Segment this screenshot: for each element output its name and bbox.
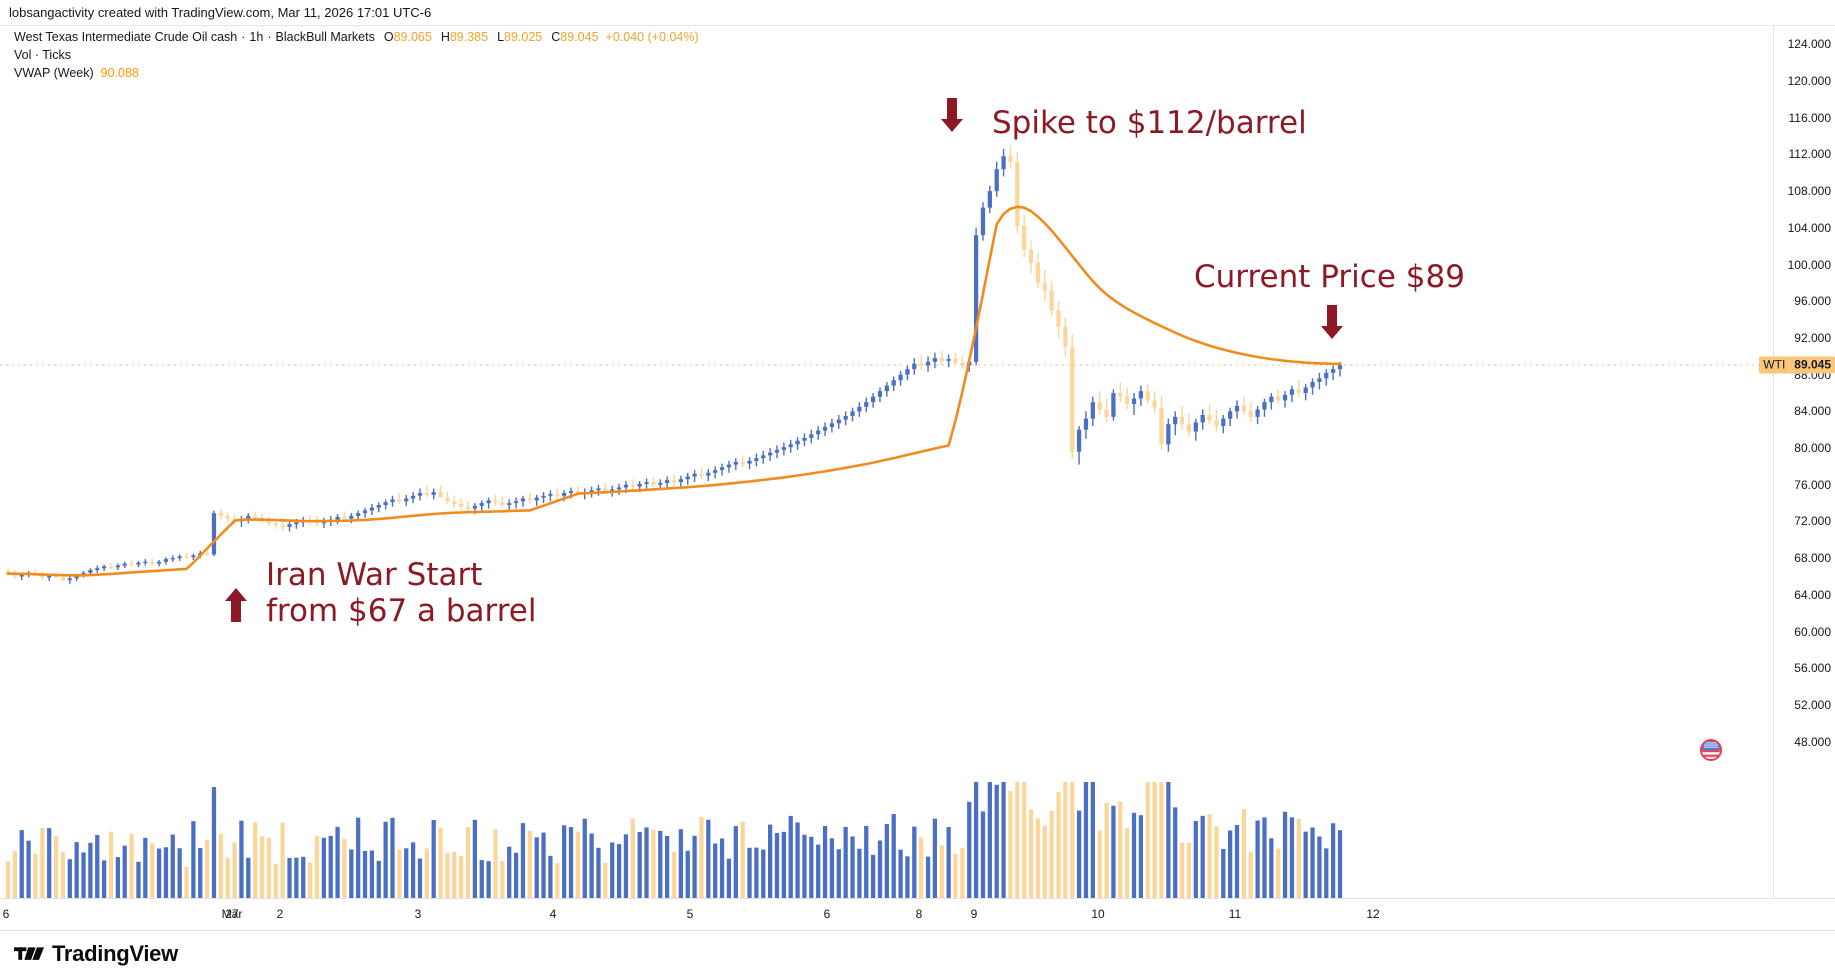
price-axis-tick: 64.000 <box>1794 587 1831 602</box>
time-axis-tick: 8 <box>915 907 923 921</box>
vwap-line <box>6 205 1342 577</box>
price-axis-tick: 60.000 <box>1794 624 1831 639</box>
price-axis-tick: 76.000 <box>1794 477 1831 492</box>
price-axis[interactable]: 124.000 120.000 116.000 112.000 108.000 104.0… <box>1759 26 1835 898</box>
legend-interval[interactable]: 1h <box>249 30 264 44</box>
tradingview-logo[interactable]: TradingView <box>14 941 178 967</box>
price-axis-tick: 92.000 <box>1794 330 1831 345</box>
time-axis-tick: 6 <box>2 907 10 921</box>
chart-plot-area[interactable] <box>0 26 1773 898</box>
us-flag-icon[interactable] <box>1700 739 1722 761</box>
chart-legend: West Texas Intermediate Crude Oil cash ·… <box>14 30 699 81</box>
price-axis-tick: 52.000 <box>1794 697 1831 712</box>
price-axis-tick: 84.000 <box>1794 404 1831 419</box>
price-axis-tick: 80.000 <box>1794 441 1831 456</box>
iran-war-up-arrow-icon <box>224 588 248 627</box>
time-axis[interactable]: 6 27 Mar 2 3 4 5 6 8 9 10 11 12 <box>0 898 1835 931</box>
tradingview-wordmark: TradingView <box>52 941 178 966</box>
spike-annotation: Spike to $112/barrel <box>992 105 1307 141</box>
legend-high: H89.385 <box>440 30 489 44</box>
legend-exchange: BlackBull Markets <box>275 30 375 44</box>
legend-change: +0.040 (+0.04%) <box>605 30 699 44</box>
current-price-badge[interactable]: WTI 89.045 <box>1759 356 1835 374</box>
volume-histogram <box>5 782 1343 898</box>
tradingview-mark-icon <box>14 947 44 960</box>
time-axis-tick: 3 <box>414 907 422 921</box>
candlestick-series <box>5 145 1343 584</box>
price-axis-tick: 120.000 <box>1787 74 1831 89</box>
legend-vwap-label: VWAP (Week) <box>14 66 94 80</box>
us-flag-glyph <box>1702 741 1720 759</box>
legend-volume-label: Vol · Ticks <box>14 48 71 62</box>
attribution-bar: lobsangactivity created with TradingView… <box>0 0 1835 26</box>
legend-volume-row[interactable]: Vol · Ticks <box>14 48 699 63</box>
legend-sep-1: · <box>241 30 246 44</box>
time-axis-tick: 11 <box>1228 907 1242 921</box>
legend-symbol-row[interactable]: West Texas Intermediate Crude Oil cash ·… <box>14 30 699 45</box>
price-axis-tick: 116.000 <box>1788 110 1832 125</box>
time-axis-tick: 2 <box>276 907 284 921</box>
current-price-down-arrow-icon <box>1320 305 1344 344</box>
current-price-annotation: Current Price $89 <box>1194 259 1465 295</box>
time-axis-tick: 12 <box>1366 907 1380 921</box>
time-axis-tick: 10 <box>1091 907 1105 921</box>
iran-war-annotation: Iran War Start from $67 a barrel <box>266 557 537 629</box>
price-axis-tick: 112.000 <box>1788 147 1832 162</box>
price-axis-tick: 48.000 <box>1794 734 1831 749</box>
price-axis-tick: 124.000 <box>1787 37 1831 52</box>
current-price-symbol: WTI <box>1759 356 1790 374</box>
footer-bar: TradingView <box>0 931 1835 979</box>
price-axis-tick: 104.000 <box>1787 220 1831 235</box>
price-axis-tick: 56.000 <box>1794 661 1831 676</box>
price-axis-tick: 68.000 <box>1794 551 1831 566</box>
legend-sep-2: · <box>267 30 272 44</box>
time-axis-tick: 9 <box>970 907 978 921</box>
legend-symbol[interactable]: West Texas Intermediate Crude Oil cash <box>14 30 238 44</box>
attribution-text: lobsangactivity created with TradingView… <box>9 5 432 20</box>
legend-close: C89.045 <box>551 30 599 44</box>
legend-vwap-value: 90.088 <box>100 66 139 80</box>
price-axis-tick: 100.000 <box>1787 257 1831 272</box>
legend-low: L89.025 <box>497 30 543 44</box>
legend-open: O89.065 <box>383 30 432 44</box>
spike-down-arrow-icon <box>940 98 964 137</box>
time-axis-tick: 4 <box>549 907 557 921</box>
price-axis-tick: 72.000 <box>1794 514 1831 529</box>
time-axis-tick: Mar <box>221 907 243 921</box>
time-axis-tick: 5 <box>686 907 694 921</box>
price-axis-tick: 96.000 <box>1794 294 1831 309</box>
current-price-value: 89.045 <box>1789 356 1835 374</box>
time-axis-tick: 6 <box>823 907 831 921</box>
price-axis-tick: 108.000 <box>1787 184 1831 199</box>
legend-vwap-row[interactable]: VWAP (Week) 90.088 <box>14 66 699 81</box>
time-axis-tick: 27 <box>225 907 239 921</box>
price-chart-svg <box>0 145 1773 898</box>
